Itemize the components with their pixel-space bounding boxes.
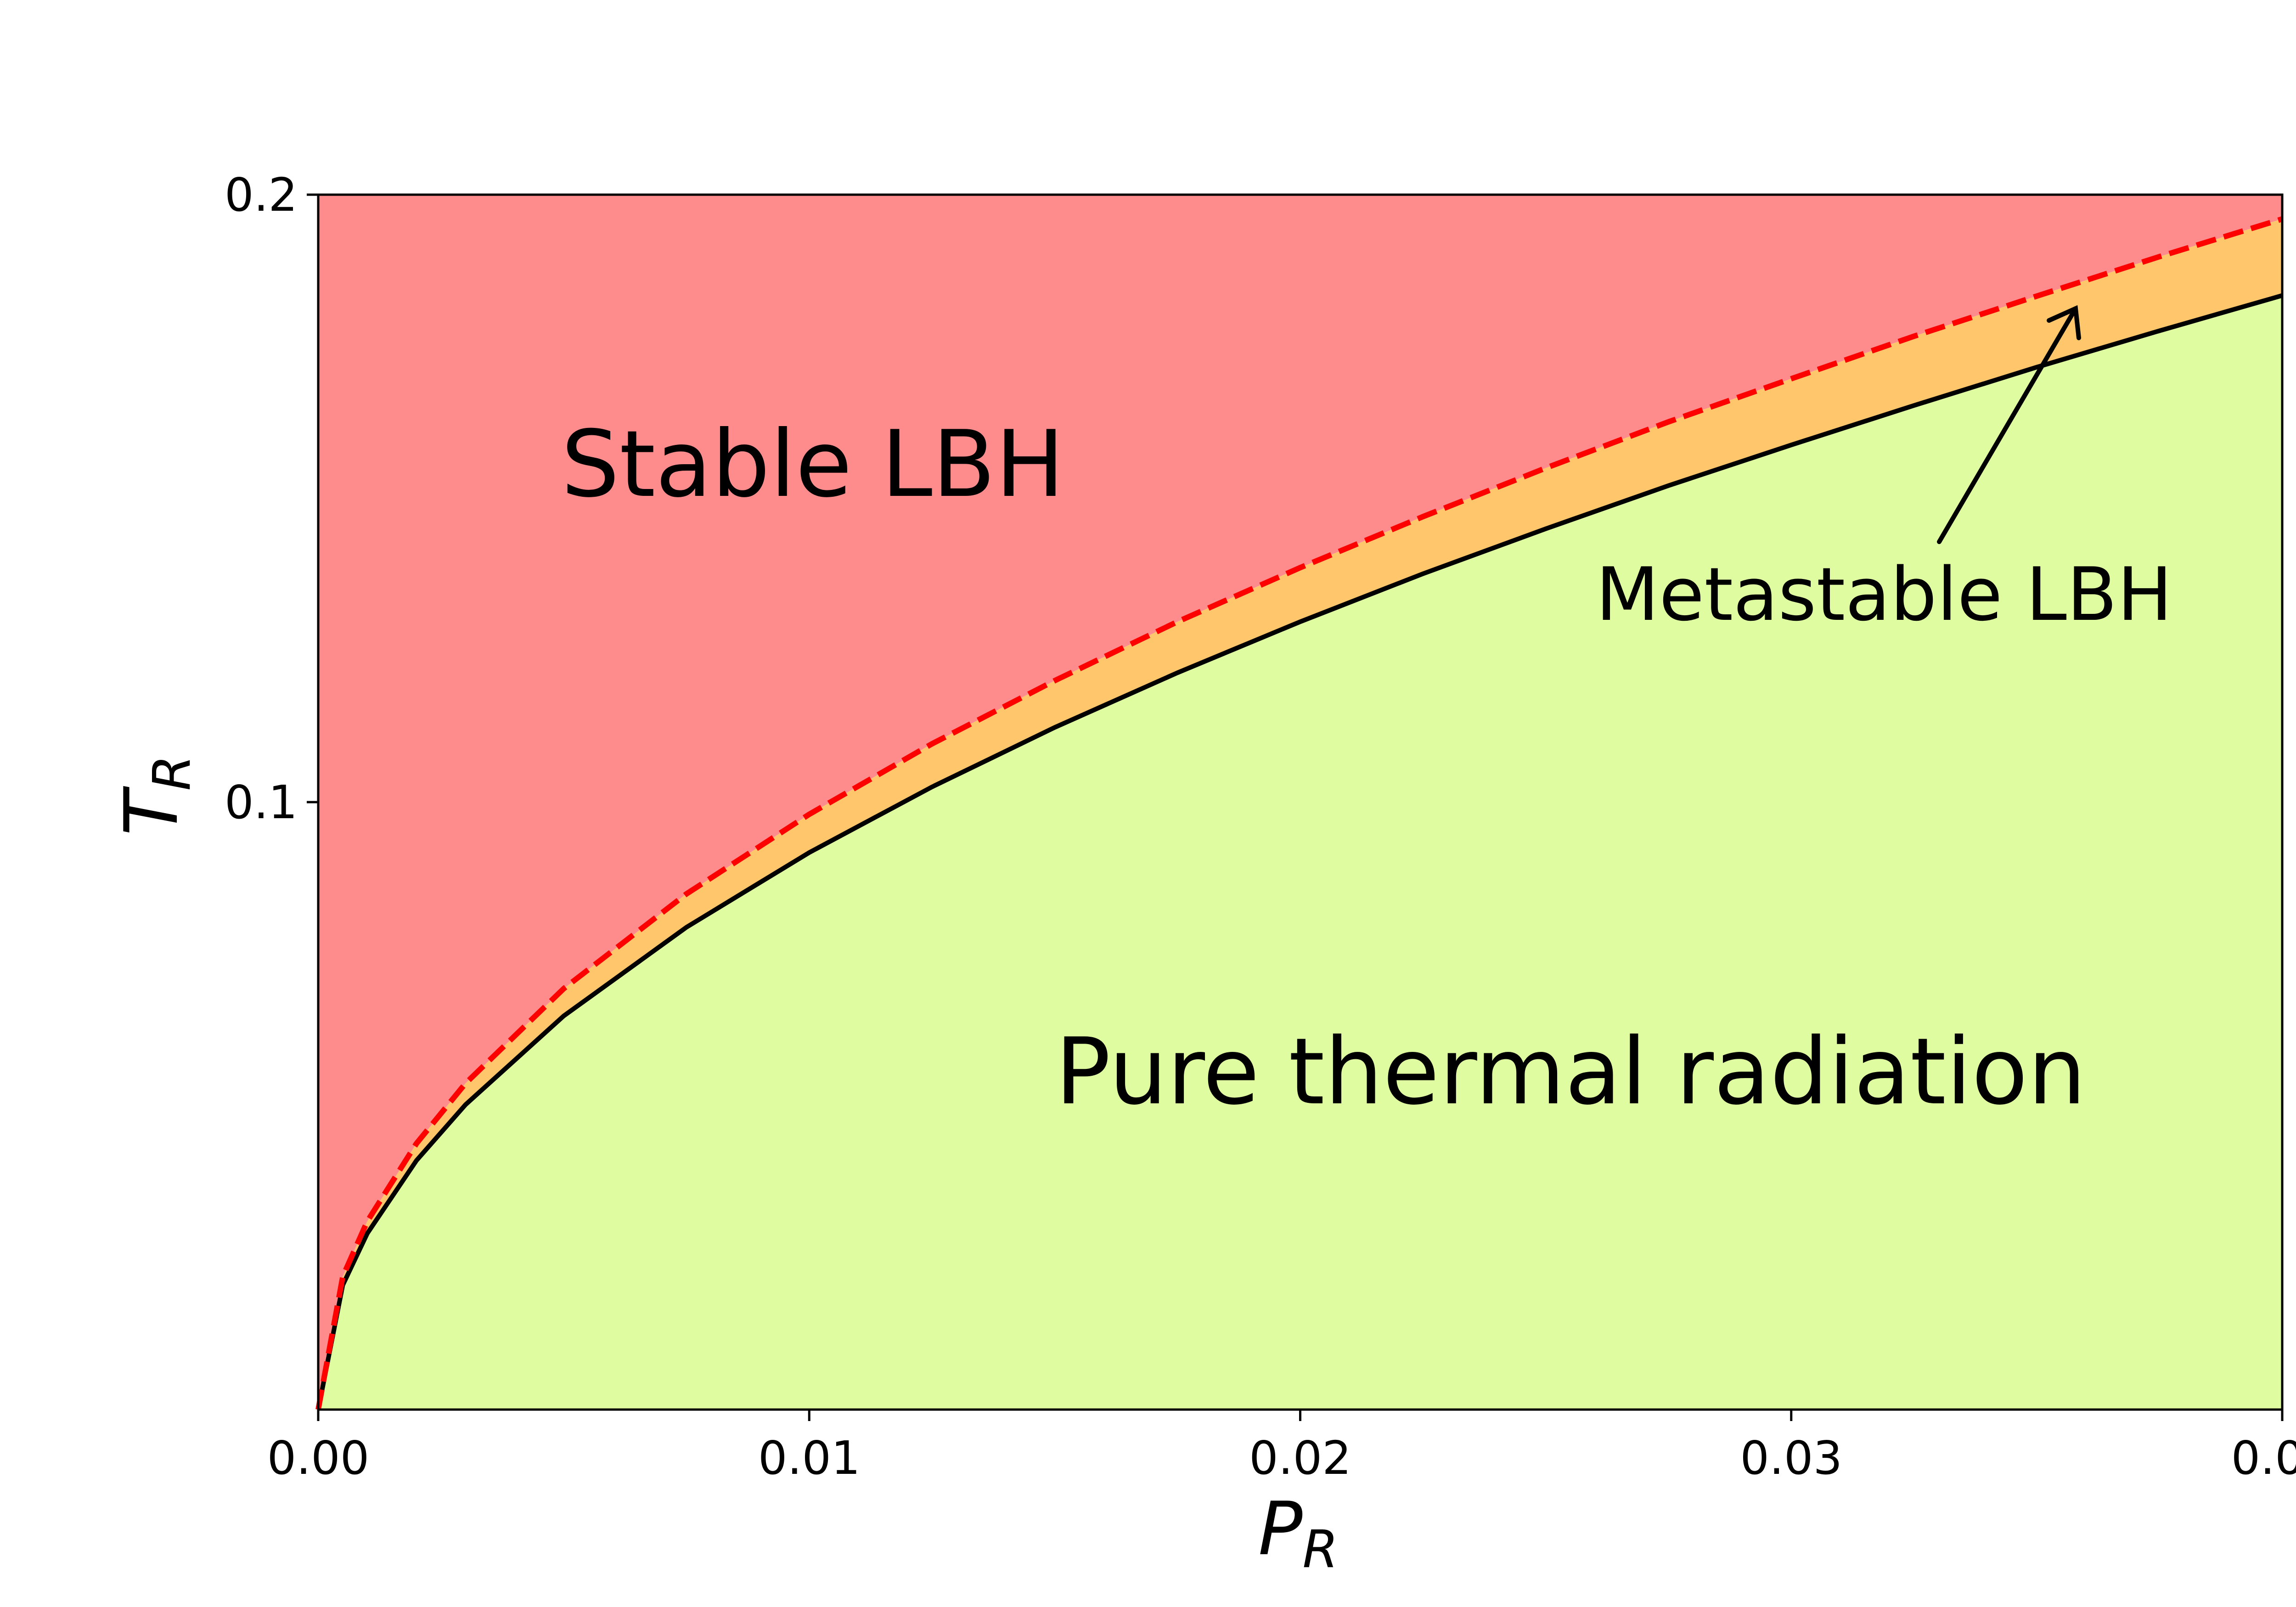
x-axis-ticks: 0.00 0.01 0.02 0.03 0.04 <box>267 1410 2296 1485</box>
y-axis-label: TR <box>108 755 202 836</box>
region-metastable-lbh <box>318 219 2282 1410</box>
region-stable-lbh <box>318 195 2282 1410</box>
x-axis-label: PR <box>1258 1486 1338 1579</box>
pure-thermal-radiation-label: Pure thermal radiation <box>1055 1018 2086 1125</box>
y-tick-label: 0.2 <box>225 168 298 222</box>
x-tick-label: 0.01 <box>758 1431 861 1485</box>
metastable-arrow <box>1937 305 2081 544</box>
x-tick-label: 0.00 <box>267 1431 370 1485</box>
region-pure-thermal-radiation <box>318 295 2282 1410</box>
stable-lbh-label: Stable LBH <box>561 411 1064 518</box>
x-tick-label: 0.02 <box>1249 1431 1351 1485</box>
y-axis-ticks: 0.1 0.2 <box>225 168 318 829</box>
x-tick-label: 0.04 <box>2231 1431 2296 1485</box>
solid-phase-boundary-line <box>316 293 2283 1410</box>
dashed-phase-boundary-line <box>315 216 2283 1410</box>
x-tick-label: 0.03 <box>1740 1431 1842 1485</box>
metastable-lbh-label: Metastable LBH <box>1596 551 2172 637</box>
y-tick-label: 0.1 <box>225 775 298 829</box>
